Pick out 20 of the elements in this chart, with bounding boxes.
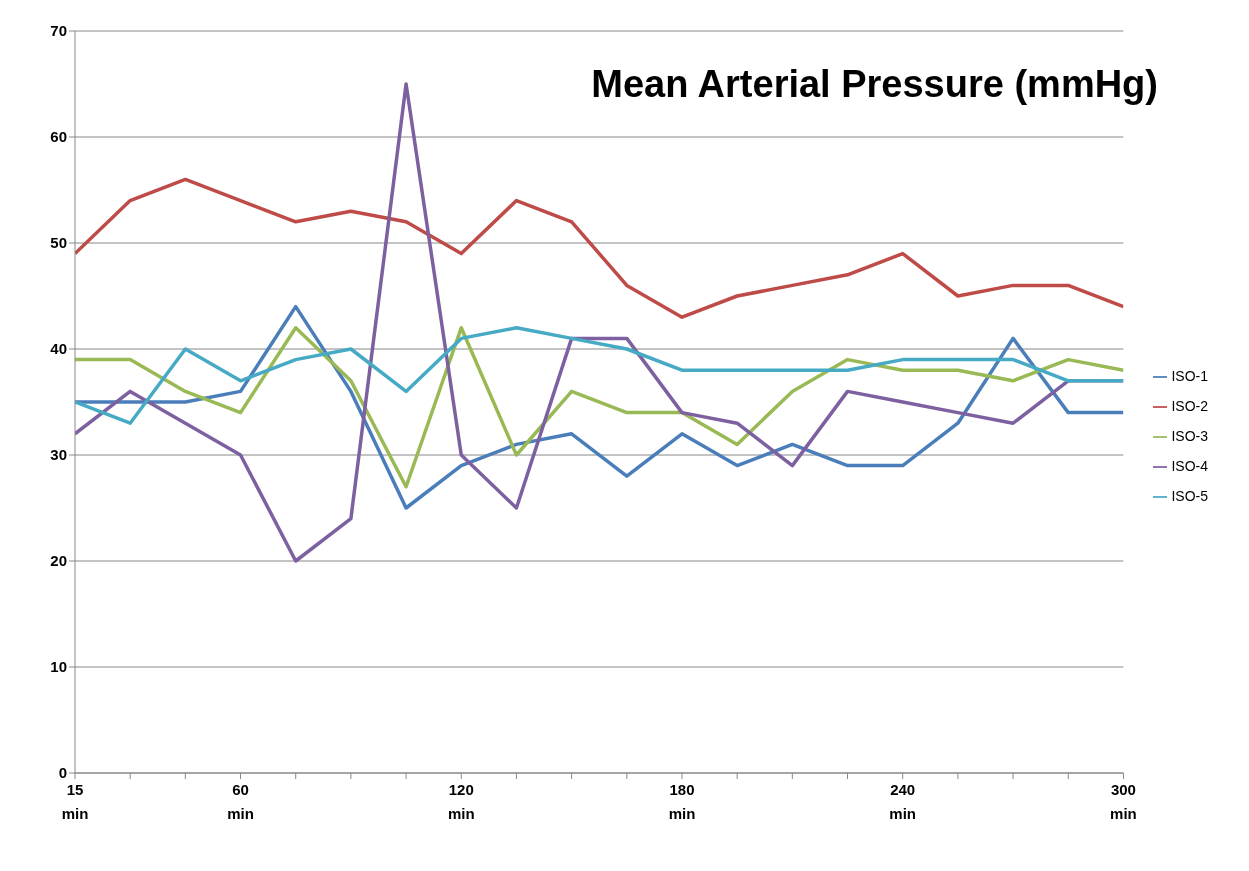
legend-label: ISO-1	[1171, 367, 1208, 384]
legend-label: ISO-4	[1171, 457, 1208, 474]
legend-label: ISO-3	[1171, 427, 1208, 444]
y-tick-label: 40	[50, 340, 67, 358]
x-tick-label: 240 min	[889, 781, 917, 822]
text: Mean Arterial Pressure (mmHg)	[591, 63, 1158, 106]
y-tick-label: 10	[50, 658, 67, 676]
y-tick-label: 60	[50, 128, 67, 146]
x-tick-label: 60 min	[227, 781, 254, 822]
x-tick-label: 300 min	[1110, 781, 1137, 822]
y-tick-label: 50	[50, 234, 67, 252]
x-tick-label: 180 min	[668, 781, 696, 822]
x-tick-label: 120 min	[447, 781, 475, 822]
y-tick-label: 0	[58, 764, 67, 782]
y-tick-label: 30	[50, 446, 67, 464]
legend-label: ISO-5	[1171, 487, 1208, 504]
y-tick-label: 70	[50, 22, 67, 40]
x-tick-label: 15 min	[61, 781, 89, 822]
y-tick-label: 20	[50, 552, 67, 570]
legend-label: ISO-2	[1171, 397, 1208, 414]
